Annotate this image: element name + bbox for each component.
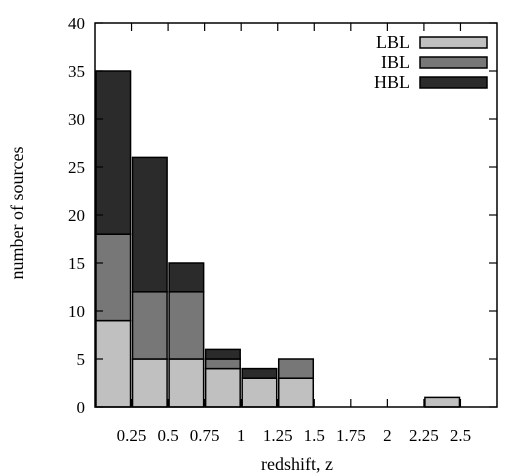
bar-lbl-5: [277, 377, 315, 408]
y-tick-label-4: 20: [68, 206, 85, 225]
x-axis-label: redshift, z: [261, 454, 333, 474]
legend-swatch-hbl: [419, 76, 488, 89]
y-axis-label: number of sources: [7, 147, 27, 280]
bar-hbl-1: [131, 156, 168, 293]
ticks-layer: 0 5 10 15 20 25 30 35 40 0.25 0.5 0.75 1 1.25 1.5 1.75 2…: [68, 14, 497, 445]
legend-swatch-lbl: [419, 36, 488, 49]
y-tick-label-0: 0: [77, 398, 86, 417]
bar-hbl-3: [204, 348, 241, 360]
x-tick-label-4: 1.25: [263, 426, 293, 445]
y-tick-label-8: 40: [68, 14, 85, 33]
bar-hbl-0: [95, 70, 132, 235]
bar-lbl-0: [95, 319, 132, 408]
bar-hbl-4: [241, 367, 278, 379]
bar-ibl-5: [277, 358, 315, 379]
legend-swatch-ibl: [419, 56, 488, 69]
bar-ibl-2: [168, 291, 205, 360]
y-tick-label-5: 25: [68, 158, 85, 177]
x-tick-label-6: 1.75: [336, 426, 366, 445]
legend-label-ibl: IBL: [381, 52, 410, 72]
y-tick-label-1: 5: [77, 350, 86, 369]
x-tick-label-1: 0.5: [157, 426, 178, 445]
bar-ibl-3: [204, 358, 241, 370]
legend-label-hbl: HBL: [374, 72, 410, 92]
bar-lbl-1: [131, 358, 168, 408]
x-tick-label-8: 2.25: [409, 426, 439, 445]
bar-ibl-0: [95, 233, 132, 322]
legend-label-lbl: LBL: [376, 32, 410, 52]
x-tick-label-0: 0.25: [117, 426, 147, 445]
bar-lbl-2: [168, 358, 205, 408]
x-tick-label-9: 2.5: [450, 426, 471, 445]
x-tick-label-7: 2: [383, 426, 392, 445]
bar-hbl-2: [168, 262, 205, 293]
y-tick-label-3: 15: [68, 254, 85, 273]
y-tick-label-6: 30: [68, 110, 85, 129]
x-tick-label-2: 0.75: [190, 426, 220, 445]
y-tick-label-2: 10: [68, 302, 85, 321]
y-tick-label-7: 35: [68, 62, 85, 81]
bar-lbl-9: [424, 396, 461, 408]
bar-lbl-4: [241, 377, 278, 408]
bars-layer: [95, 70, 461, 408]
x-tick-label-3: 1: [237, 426, 246, 445]
x-tick-label-5: 1.5: [304, 426, 325, 445]
bar-ibl-1: [131, 291, 168, 360]
bar-lbl-3: [204, 367, 241, 408]
